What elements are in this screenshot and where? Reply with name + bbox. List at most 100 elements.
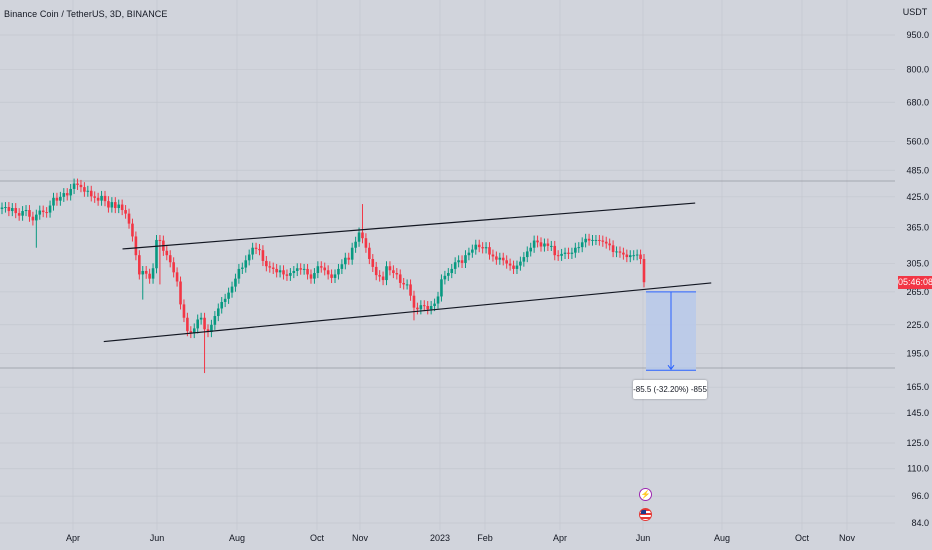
price-axis[interactable]: 84.0 96.0 110.0 125.0 145.0 165.0 195.0 225.0 26…: [895, 0, 932, 550]
lightning-icon[interactable]: ⚡: [639, 488, 652, 501]
candle-body: [556, 255, 560, 257]
time-tick-label: Oct: [310, 533, 325, 543]
candle-body: [601, 240, 605, 242]
candle-body: [168, 255, 172, 263]
price-range-measure[interactable]: [646, 291, 696, 371]
price-tick-label: 96.0: [911, 491, 929, 501]
candle-body: [364, 238, 368, 248]
candle-body: [474, 244, 478, 250]
candle-body: [186, 317, 189, 332]
candle-body: [144, 270, 148, 274]
candle-body: [368, 247, 371, 260]
price-tick-label: 425.0: [906, 192, 929, 202]
candle-body: [199, 317, 203, 320]
candle-body: [416, 307, 419, 310]
candle-body: [594, 239, 598, 241]
candle-body: [4, 207, 7, 209]
candle-body: [313, 273, 316, 279]
candle-body: [481, 247, 484, 249]
candle-body: [536, 240, 539, 243]
candle-body: [131, 223, 134, 237]
candle-body: [618, 251, 622, 253]
candle-body: [138, 255, 141, 275]
candlestick-series: [0, 178, 646, 374]
candle-body: [460, 260, 464, 263]
candle-body: [96, 197, 100, 201]
candle-body: [392, 270, 395, 274]
candle-body: [436, 296, 440, 304]
candle-body: [76, 183, 79, 185]
candle-body: [484, 247, 488, 249]
measure-label: -85.5 (-32.20%) -855: [633, 380, 707, 399]
price-tick-label: 800.0: [906, 65, 929, 75]
candle-body: [440, 279, 443, 297]
candle-body: [529, 247, 533, 252]
candle-body: [457, 260, 460, 263]
candle-body: [0, 207, 4, 210]
candle-body: [639, 254, 642, 260]
candle-body: [254, 247, 258, 249]
candle-body: [532, 240, 536, 248]
candle-body: [635, 254, 639, 256]
candle-body: [124, 210, 127, 214]
candle-body: [405, 284, 409, 286]
candle-body: [120, 204, 124, 211]
trend-channel[interactable]: [103, 202, 712, 343]
candle-body: [261, 250, 265, 261]
candle-body: [196, 319, 199, 329]
candle-body: [519, 261, 522, 266]
time-tick-label: Aug: [229, 533, 245, 543]
candle-body: [447, 273, 450, 276]
candle-body: [258, 248, 261, 251]
candle-body: [378, 275, 381, 277]
candle-body: [495, 256, 498, 260]
candle-body: [570, 252, 574, 254]
candle-body: [210, 324, 213, 333]
time-axis[interactable]: Apr Jun Aug Oct Nov 2023 Feb Apr Jun Aug Oct Nov: [66, 533, 856, 543]
chart-title: Binance Coin / TetherUS, 3D, BINANCE: [4, 9, 168, 19]
candle-body: [409, 284, 412, 296]
price-axis-unit: USDT: [903, 7, 928, 17]
candle-body: [330, 274, 333, 278]
candle-body: [333, 274, 337, 278]
price-tick-label: 485.0: [906, 165, 929, 175]
candle-body: [151, 268, 155, 279]
candle-body: [553, 245, 557, 256]
us-flag-icon[interactable]: [639, 508, 652, 521]
candle-body: [282, 270, 285, 275]
candle-body: [31, 216, 35, 221]
price-tick-label: 84.0: [911, 518, 929, 528]
price-tick-label: 225.0: [906, 320, 929, 330]
candle-body: [584, 238, 587, 243]
candle-body: [323, 267, 327, 271]
candle-body: [230, 286, 234, 293]
candle-body: [203, 317, 206, 330]
candle-body: [347, 257, 351, 260]
candle-body: [539, 242, 543, 247]
price-tick-label: 145.0: [906, 408, 929, 418]
candle-body: [234, 278, 237, 287]
candle-body: [189, 331, 193, 333]
candle-body: [615, 251, 618, 253]
candle-body: [69, 188, 72, 196]
candle-body: [52, 197, 55, 206]
candle-body: [103, 195, 107, 202]
candle-body: [522, 257, 526, 262]
price-tick-label: 305.0: [906, 259, 929, 269]
candle-body: [158, 239, 162, 241]
candle-body: [17, 213, 21, 216]
candle-body: [59, 196, 62, 201]
candle-body: [299, 268, 302, 270]
candle-body: [227, 292, 230, 299]
candle-body: [340, 264, 344, 269]
candle-body: [100, 195, 103, 201]
candle-body: [21, 211, 24, 216]
candle-body: [628, 255, 632, 258]
candle-body: [134, 236, 138, 256]
candle-body: [278, 270, 282, 273]
candle-body: [419, 305, 423, 310]
price-tick-label: 680.0: [906, 97, 929, 107]
candle-body: [244, 260, 248, 268]
candle-body: [450, 268, 454, 274]
